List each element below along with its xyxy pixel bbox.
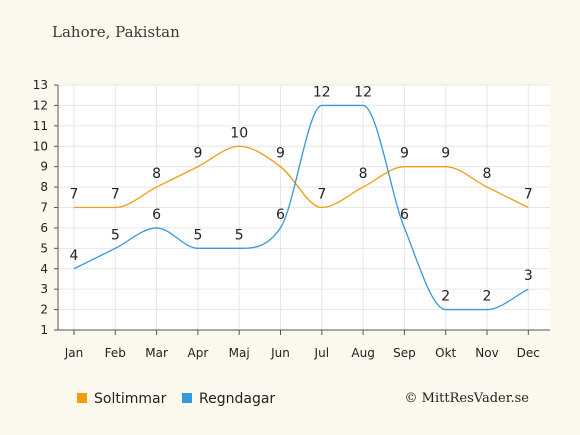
data-label-regndagar: 12: [354, 84, 372, 100]
x-tick-label: Apr: [188, 346, 209, 360]
data-label-soltimmar: 9: [441, 146, 450, 162]
y-tick-label: 10: [33, 139, 48, 153]
data-label-regndagar: 5: [193, 227, 202, 243]
y-tick-label: 4: [40, 262, 48, 276]
data-label-soltimmar: 9: [400, 146, 409, 162]
y-tick-label: 3: [40, 282, 48, 296]
y-tick-label: 1: [40, 323, 48, 337]
y-tick-label: 2: [40, 303, 48, 317]
data-label-soltimmar: 9: [276, 146, 285, 162]
legend-swatch-soltimmar: [77, 393, 87, 403]
data-label-regndagar: 5: [235, 227, 244, 243]
series-line-soltimmar: [74, 145, 529, 209]
y-tick-label: 13: [33, 78, 48, 92]
x-tick-label: Mar: [145, 346, 168, 360]
data-label-soltimmar: 10: [230, 125, 248, 141]
x-tick-label: Feb: [105, 346, 126, 360]
data-label-regndagar: 6: [152, 207, 161, 223]
data-labels: 7 7 8 9 10 9 7 8 9 9 8 7 4 5 6 5 5 6 12 12 6 2 2 3: [70, 84, 533, 304]
legend-swatch-regndagar: [182, 393, 192, 403]
chart-title: Lahore, Pakistan: [52, 23, 180, 41]
data-label-soltimmar: 8: [483, 166, 492, 182]
x-tick-label: Nov: [475, 346, 498, 360]
data-label-regndagar: 3: [524, 268, 533, 284]
x-tick-label: Jul: [314, 346, 329, 360]
data-label-soltimmar: 9: [193, 146, 202, 162]
x-tick-label: Aug: [351, 346, 374, 360]
data-label-soltimmar: 8: [359, 166, 368, 182]
x-tick-label: Jan: [64, 346, 84, 360]
x-tick-label: Okt: [435, 346, 456, 360]
y-tick-label: 11: [33, 119, 48, 133]
legend-label-regndagar: Regndagar: [199, 391, 275, 407]
grid: [58, 84, 550, 331]
x-tick-label: Maj: [229, 346, 250, 360]
data-label-soltimmar: 8: [152, 166, 161, 182]
data-label-regndagar: 2: [441, 289, 450, 305]
data-label-regndagar: 12: [313, 84, 331, 100]
x-tick-label: Sep: [393, 346, 416, 360]
y-tick-label: 8: [40, 180, 48, 194]
y-tick-label: 9: [40, 160, 48, 174]
data-label-regndagar: 6: [276, 207, 285, 223]
series-line-regndagar: [73, 104, 529, 311]
y-tick-label: 6: [40, 221, 48, 235]
credit-text: © MittResVader.se: [405, 391, 530, 406]
y-tick-label: 12: [33, 98, 48, 112]
x-tick-label: Jun: [270, 346, 290, 360]
series-layer: [73, 104, 529, 311]
data-label-regndagar: 2: [483, 289, 492, 305]
data-label-regndagar: 5: [111, 227, 120, 243]
y-tick-label: 5: [40, 241, 48, 255]
data-label-soltimmar: 7: [317, 187, 326, 203]
data-label-soltimmar: 7: [111, 187, 120, 203]
y-tick-label: 7: [40, 201, 48, 215]
data-label-regndagar: 4: [70, 248, 79, 264]
legend-label-soltimmar: Soltimmar: [94, 391, 167, 407]
data-label-regndagar: 6: [400, 207, 409, 223]
x-tick-label: Dec: [517, 346, 540, 360]
data-label-soltimmar: 7: [70, 187, 79, 203]
data-label-soltimmar: 7: [524, 187, 533, 203]
